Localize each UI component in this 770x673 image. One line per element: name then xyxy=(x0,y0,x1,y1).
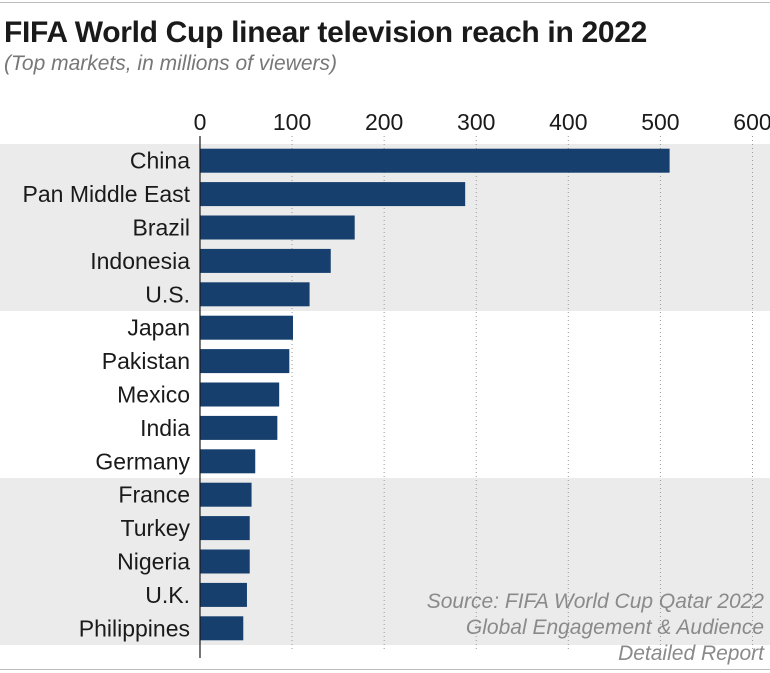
x-tick-label: 300 xyxy=(457,109,495,135)
chart-title: FIFA World Cup linear television reach i… xyxy=(4,16,648,49)
background-band xyxy=(0,478,770,645)
category-label: Japan xyxy=(127,315,190,341)
bar xyxy=(200,449,256,474)
bar xyxy=(200,282,310,307)
bottom-rule xyxy=(0,669,770,670)
category-label: Mexico xyxy=(117,382,190,408)
bar xyxy=(200,616,244,641)
category-label: China xyxy=(130,148,190,174)
bar xyxy=(200,315,294,340)
category-label: Brazil xyxy=(132,215,190,241)
x-tick-label: 200 xyxy=(365,109,403,135)
top-rule xyxy=(0,2,770,3)
category-label: Germany xyxy=(95,448,190,474)
category-label: India xyxy=(140,415,190,441)
chart-subtitle: (Top markets, in millions of viewers) xyxy=(4,52,337,75)
bar xyxy=(200,215,355,240)
category-label: France xyxy=(118,482,190,508)
category-label: Philippines xyxy=(79,615,190,641)
bar xyxy=(200,582,247,607)
x-tick-label: 600 xyxy=(733,109,770,135)
bar xyxy=(200,382,280,407)
category-label: Turkey xyxy=(121,515,191,541)
bar xyxy=(200,349,290,374)
bar xyxy=(200,549,250,574)
category-label: Indonesia xyxy=(90,248,190,274)
category-label: Pan Middle East xyxy=(23,181,191,207)
category-label: Nigeria xyxy=(117,549,190,575)
category-label: U.S. xyxy=(145,281,190,307)
bar xyxy=(200,516,250,541)
bar xyxy=(200,182,466,207)
x-tick-label: 400 xyxy=(549,109,587,135)
category-label: U.K. xyxy=(145,582,190,608)
bar xyxy=(200,148,670,173)
category-label: Pakistan xyxy=(102,348,190,374)
bar xyxy=(200,482,252,507)
x-tick-label: 0 xyxy=(194,109,207,135)
x-tick-label: 500 xyxy=(641,109,679,135)
source-note: Source: FIFA World Cup Qatar 2022 Global… xyxy=(426,590,764,665)
bar xyxy=(200,248,331,273)
x-tick-label: 100 xyxy=(273,109,311,135)
bar xyxy=(200,415,278,440)
